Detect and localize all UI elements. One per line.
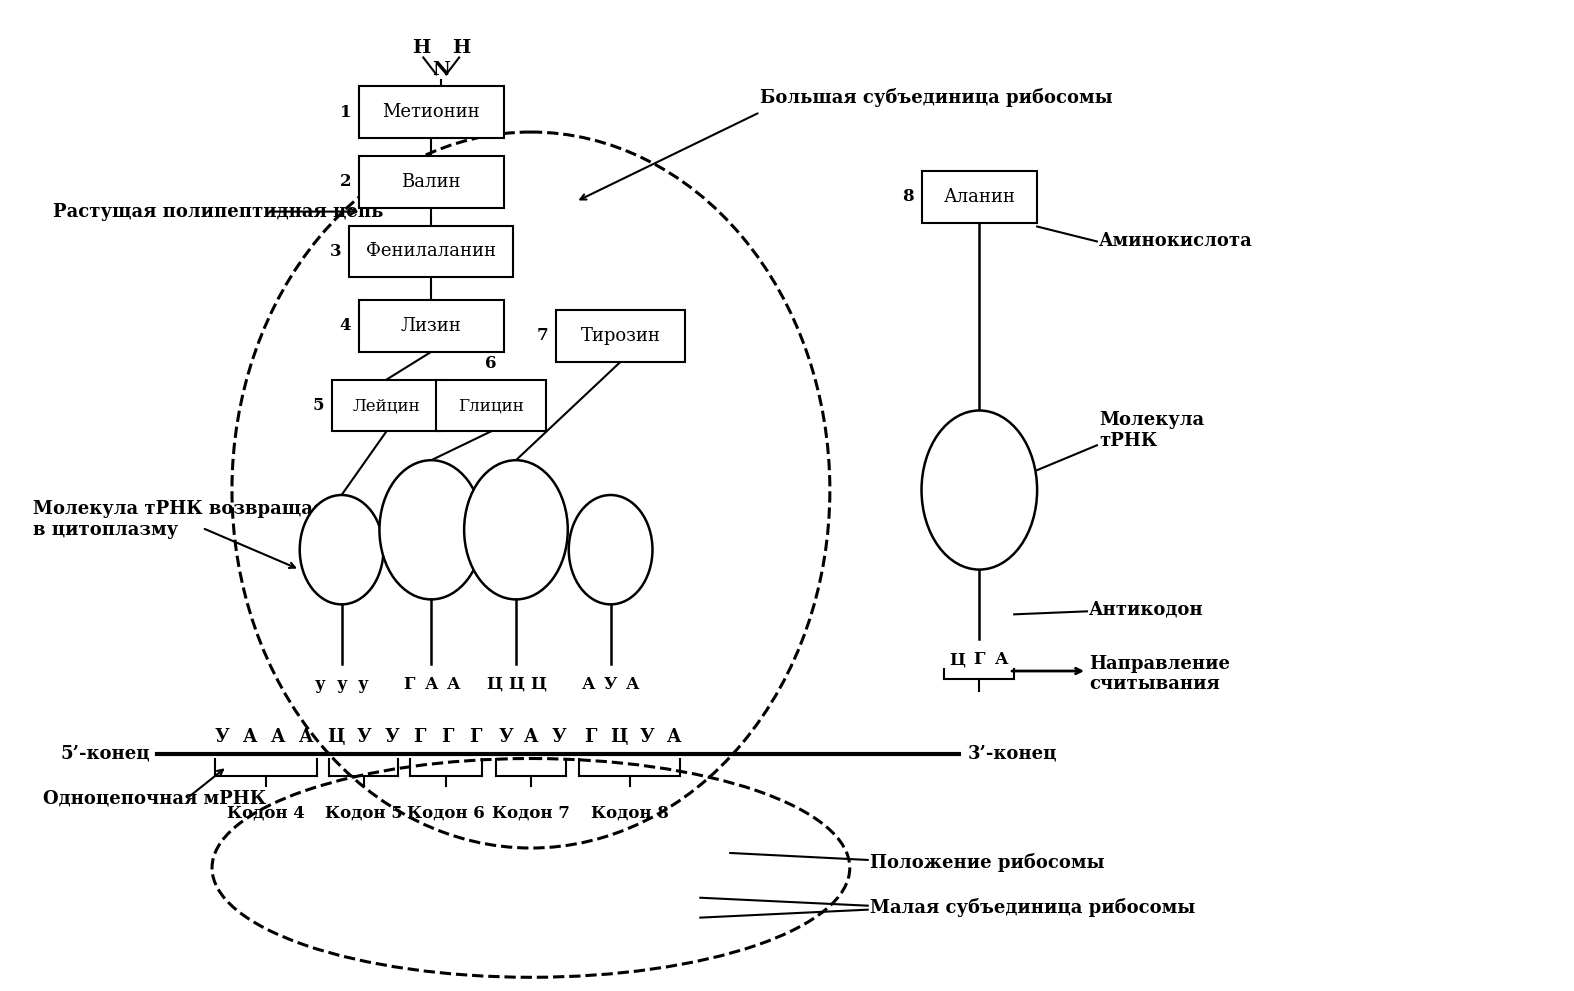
Text: 5: 5	[312, 397, 324, 414]
Text: Ц: Ц	[508, 676, 524, 693]
Text: Ц: Ц	[530, 676, 546, 693]
Text: 2: 2	[340, 173, 351, 190]
Text: Тирозин: Тирозин	[581, 327, 661, 345]
Ellipse shape	[299, 495, 384, 605]
Text: у: у	[359, 676, 368, 693]
Text: Г: Г	[974, 651, 985, 668]
Text: H: H	[412, 39, 430, 56]
FancyBboxPatch shape	[359, 300, 504, 352]
Text: А: А	[242, 727, 257, 745]
Text: Ц: Ц	[327, 727, 345, 745]
Text: Молекула тРНК возвращается
в цитоплазму: Молекула тРНК возвращается в цитоплазму	[33, 500, 359, 539]
Text: Г: Г	[469, 727, 482, 745]
Text: А: А	[995, 651, 1007, 668]
FancyBboxPatch shape	[436, 380, 546, 431]
Text: У: У	[214, 727, 230, 745]
Text: Кодон 6: Кодон 6	[408, 805, 485, 822]
Text: Лейцин: Лейцин	[353, 397, 420, 414]
Text: 5’-конец: 5’-конец	[61, 744, 150, 762]
Text: А: А	[271, 727, 285, 745]
Text: у: у	[315, 676, 324, 693]
Text: А: А	[299, 727, 313, 745]
Text: Кодон 5: Кодон 5	[324, 805, 403, 822]
Text: Растущая полипептидная цепь: Растущая полипептидная цепь	[52, 202, 382, 221]
Text: Направление
считывания: Направление считывания	[1089, 655, 1229, 694]
Text: Кодон 7: Кодон 7	[493, 805, 570, 822]
Text: А: А	[667, 727, 682, 745]
Text: Кодон 4: Кодон 4	[227, 805, 305, 822]
Text: Молекула
тРНК: Молекула тРНК	[1099, 411, 1204, 450]
Text: Одноцепочная мРНК: Одноцепочная мРНК	[42, 789, 266, 808]
Text: Глицин: Глицин	[458, 397, 524, 414]
Ellipse shape	[568, 495, 653, 605]
FancyBboxPatch shape	[922, 170, 1037, 223]
Text: У: У	[384, 727, 398, 745]
Text: А: А	[582, 676, 595, 693]
Text: А: А	[626, 676, 639, 693]
Text: Г: Г	[403, 676, 416, 693]
Text: Малая субъединица рибосомы: Малая субъединица рибосомы	[870, 898, 1195, 918]
Text: Аминокислота: Аминокислота	[1099, 233, 1253, 251]
Text: У: У	[639, 727, 653, 745]
Text: А: А	[524, 727, 538, 745]
Text: 8: 8	[902, 188, 914, 205]
Text: Лизин: Лизин	[401, 317, 461, 335]
Text: Метионин: Метионин	[382, 103, 480, 121]
Text: Антикодон: Антикодон	[1089, 601, 1204, 618]
FancyBboxPatch shape	[332, 380, 441, 431]
Text: 4: 4	[340, 317, 351, 334]
Text: У: У	[604, 676, 617, 693]
FancyBboxPatch shape	[349, 226, 513, 277]
FancyBboxPatch shape	[556, 310, 685, 362]
Text: У: У	[499, 727, 513, 745]
Text: 6: 6	[485, 355, 497, 372]
Ellipse shape	[379, 460, 483, 600]
Text: Г: Г	[441, 727, 453, 745]
Text: H: H	[452, 39, 471, 56]
Text: Большая субъединица рибосомы: Большая субъединица рибосомы	[760, 88, 1113, 107]
FancyBboxPatch shape	[359, 156, 504, 208]
Text: Положение рибосомы: Положение рибосомы	[870, 853, 1105, 872]
Text: 3’-конец: 3’-конец	[968, 744, 1056, 762]
Text: Кодон 8: Кодон 8	[590, 805, 669, 822]
Text: А: А	[447, 676, 460, 693]
Text: у: у	[337, 676, 346, 693]
Text: У: У	[356, 727, 371, 745]
Text: 3: 3	[329, 243, 342, 260]
Text: 1: 1	[340, 104, 351, 121]
Text: Аланин: Аланин	[943, 187, 1015, 206]
Ellipse shape	[464, 460, 568, 600]
Text: Г: Г	[584, 727, 597, 745]
Text: У: У	[551, 727, 567, 745]
Text: Ц: Ц	[609, 727, 628, 745]
Text: Валин: Валин	[401, 172, 461, 191]
Text: N: N	[433, 61, 450, 79]
Text: 7: 7	[537, 327, 548, 345]
Text: Ц: Ц	[486, 676, 502, 693]
Text: Ц: Ц	[949, 651, 965, 668]
Ellipse shape	[921, 410, 1037, 570]
FancyBboxPatch shape	[359, 86, 504, 138]
Text: Фенилаланин: Фенилаланин	[367, 243, 496, 261]
Text: А: А	[425, 676, 438, 693]
Text: Г: Г	[412, 727, 425, 745]
